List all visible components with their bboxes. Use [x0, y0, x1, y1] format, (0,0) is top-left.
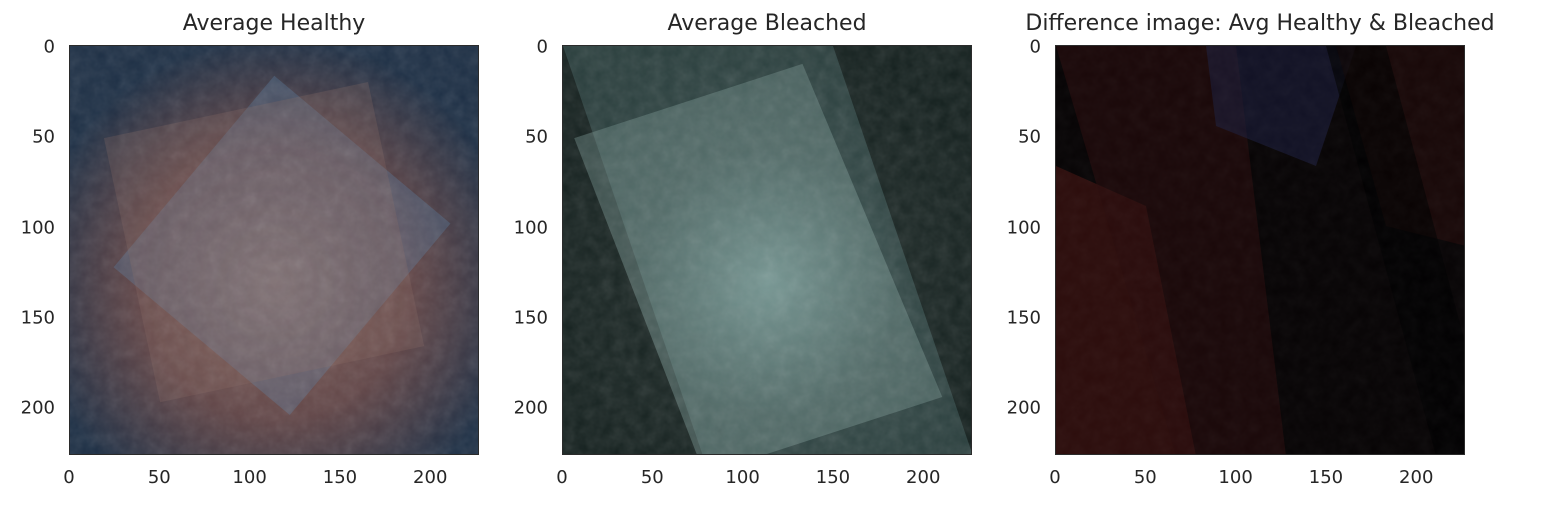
x-tick-label: 150	[322, 467, 358, 488]
x-tick-label: 0	[1049, 467, 1061, 488]
x-tick-label: 50	[1133, 467, 1157, 488]
y-tick-label: 150	[513, 307, 548, 329]
y-tick-label: 50	[1018, 126, 1041, 148]
y-tick-label: 100	[1006, 217, 1041, 239]
x-tick-label: 0	[63, 467, 75, 488]
x-tick-label: 200	[413, 467, 448, 488]
x-tick-label: 50	[147, 467, 171, 488]
x-tick-label: 200	[1399, 467, 1434, 488]
y-tick-label: 200	[1006, 397, 1041, 419]
x-tick-label: 50	[640, 467, 664, 488]
subplot-title: Average Healthy	[182, 11, 366, 36]
x-tick-label: 0	[556, 467, 568, 488]
subplot-title: Average Bleached	[667, 11, 867, 36]
image-area	[562, 45, 972, 455]
y-tick-label: 200	[20, 397, 55, 419]
y-tick-label: 100	[513, 217, 548, 239]
averaged-image	[1056, 46, 1464, 454]
y-tick-label: 150	[20, 307, 55, 329]
x-tick-label: 200	[906, 467, 941, 488]
y-tick-label: 150	[1006, 307, 1041, 329]
x-tick-label: 150	[1308, 467, 1344, 488]
image-area	[1055, 45, 1465, 455]
y-tick-label: 0	[1029, 36, 1041, 58]
y-tick-label: 200	[513, 397, 548, 419]
x-tick-label: 100	[232, 467, 267, 488]
y-tick-label: 100	[20, 217, 55, 239]
averaged-image	[70, 46, 478, 454]
x-tick-label: 150	[815, 467, 851, 488]
subplot-title: Difference image: Avg Healthy & Bleached	[1025, 11, 1495, 36]
y-tick-label: 50	[525, 126, 548, 148]
averaged-image	[563, 46, 971, 454]
y-tick-label: 0	[43, 36, 55, 58]
y-tick-label: 50	[32, 126, 55, 148]
y-tick-label: 0	[536, 36, 548, 58]
x-tick-label: 100	[725, 467, 760, 488]
image-area	[69, 45, 479, 455]
x-tick-label: 100	[1218, 467, 1253, 488]
